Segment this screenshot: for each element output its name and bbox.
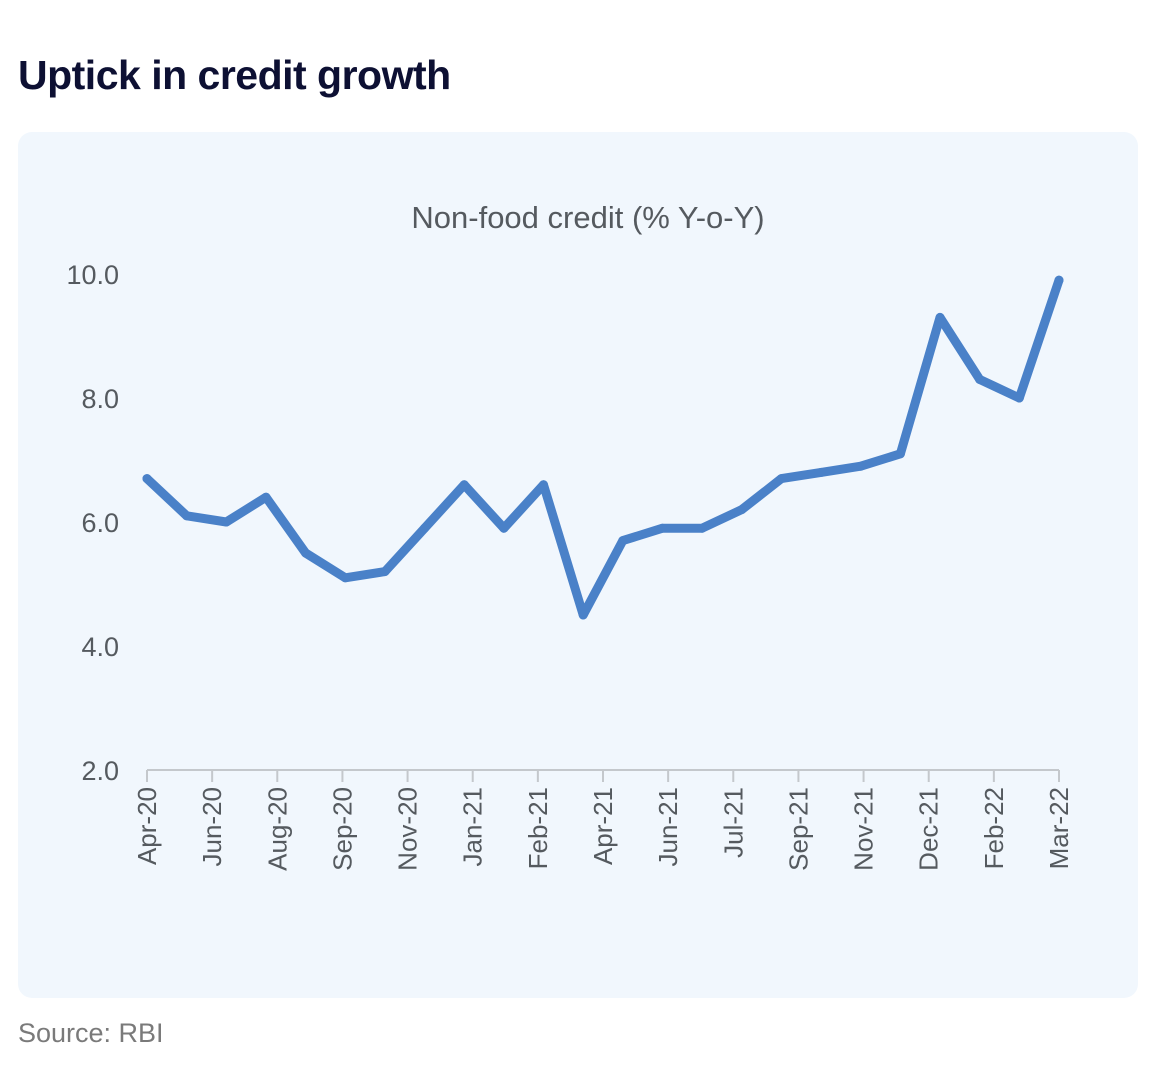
y-tick-label: 2.0	[81, 756, 119, 786]
data-point	[221, 517, 231, 527]
x-tick-label: Feb-21	[523, 787, 553, 869]
series-line	[142, 275, 1064, 620]
data-point	[142, 474, 152, 484]
x-tick-label: Apr-21	[588, 787, 618, 865]
line-chart: Non-food credit (% Y-o-Y) 2.0 4.0 6.0 8.0 10…	[66, 200, 1074, 871]
x-tick-label: Sep-21	[783, 787, 813, 871]
x-axis: Apr-20 Jun-20 Aug-20 Sep-20 Nov-20 Jan-21 Feb-…	[132, 769, 1074, 871]
chart-card: Non-food credit (% Y-o-Y) 2.0 4.0 6.0 8.0 10…	[18, 132, 1138, 998]
data-point	[697, 523, 707, 533]
x-tick-label: Aug-20	[262, 787, 292, 871]
data-point	[776, 474, 786, 484]
y-axis: 2.0 4.0 6.0 8.0 10.0	[66, 260, 119, 786]
data-point	[618, 536, 628, 546]
data-point	[935, 312, 945, 322]
y-tick-label: 10.0	[66, 260, 119, 290]
source-note: Source: RBI	[18, 1018, 164, 1048]
data-point	[459, 480, 469, 490]
chart-title: Non-food credit (% Y-o-Y)	[411, 200, 764, 235]
headline: Uptick in credit growth	[18, 52, 451, 98]
data-point	[1054, 275, 1064, 285]
y-tick-label: 6.0	[81, 508, 119, 538]
x-tick-label: Jul-21	[718, 787, 748, 858]
data-point	[975, 374, 985, 384]
data-point	[420, 523, 430, 533]
data-point	[657, 523, 667, 533]
y-tick-label: 4.0	[81, 632, 119, 662]
x-tick-label: Dec-21	[914, 787, 944, 871]
x-tick-label: Mar-22	[1044, 787, 1074, 869]
x-tick-label: Jun-21	[653, 787, 683, 867]
data-point	[895, 449, 905, 459]
x-tick-label: Nov-21	[849, 787, 879, 871]
x-tick-label: Feb-22	[979, 787, 1009, 869]
data-point	[737, 505, 747, 515]
data-point	[1014, 393, 1024, 403]
data-point	[856, 461, 866, 471]
data-point	[499, 523, 509, 533]
data-point	[340, 573, 350, 583]
data-point	[182, 511, 192, 521]
data-point	[261, 492, 271, 502]
data-point	[578, 610, 588, 620]
x-tick-label: Jun-20	[197, 787, 227, 867]
x-tick-label: Apr-20	[132, 787, 162, 865]
x-tick-label: Nov-20	[393, 787, 423, 871]
y-tick-label: 8.0	[81, 384, 119, 414]
data-point	[380, 567, 390, 577]
data-point	[301, 548, 311, 558]
data-point	[539, 480, 549, 490]
series-group	[142, 275, 1064, 620]
x-tick-label: Jan-21	[458, 787, 488, 867]
x-tick-label: Sep-20	[327, 787, 357, 871]
data-point	[816, 467, 826, 477]
